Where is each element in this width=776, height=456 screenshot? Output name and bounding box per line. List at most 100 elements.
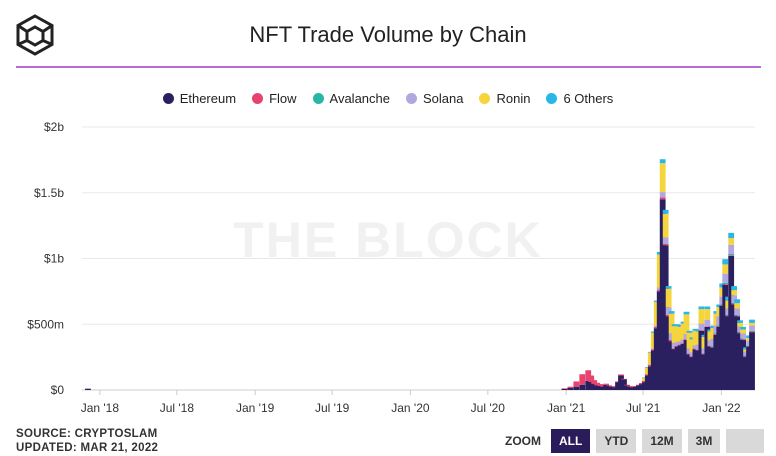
bar-6-others	[686, 330, 693, 333]
bar-ethereum	[668, 341, 675, 390]
bar-flow	[600, 385, 607, 387]
bar-flow	[588, 375, 595, 383]
bar-6-others	[668, 311, 675, 314]
zoom-all-button[interactable]: ALL	[551, 429, 591, 453]
bar-6-others	[656, 251, 663, 255]
x-tick-label: Jan '19	[236, 401, 275, 415]
x-tick-label: Jul '18	[160, 401, 195, 415]
zoom-3m-button[interactable]: 3M	[687, 429, 721, 453]
bar-flow	[638, 383, 645, 385]
zoom-label: ZOOM	[505, 434, 541, 448]
bar-solana	[701, 348, 708, 354]
bar-ethereum	[579, 384, 586, 390]
bar-flow	[635, 384, 642, 386]
bar-6-others	[650, 331, 657, 333]
bar-ethereum	[627, 386, 633, 390]
y-tick-label: $500m	[27, 317, 64, 331]
legend-item-6-others[interactable]: 6 Others	[546, 91, 613, 106]
bar-avalanche	[713, 333, 720, 335]
bar-ethereum	[618, 375, 624, 390]
bar-ethereum	[641, 382, 648, 390]
zoom-ytd-button[interactable]: YTD	[596, 429, 637, 453]
bar-ronin	[644, 367, 651, 375]
bar-ronin	[713, 313, 720, 326]
bar-ethereum	[662, 245, 669, 390]
bar-solana	[746, 340, 752, 346]
bar-solana	[725, 308, 732, 316]
legend-item-avalanche[interactable]: Avalanche	[312, 91, 390, 106]
bar-avalanche	[740, 338, 746, 340]
zoom-extra-button[interactable]	[726, 429, 765, 453]
bar-flow	[609, 386, 615, 387]
bar-solana	[659, 192, 666, 198]
bar-solana	[695, 344, 702, 350]
bar-ethereum	[606, 386, 612, 390]
source-text: SOURCE: CRYPTOSLAM	[16, 428, 158, 440]
bar-flow	[725, 315, 732, 317]
updated-text: UPDATED: MAR 21, 2022	[16, 442, 159, 454]
bar-ethereum	[677, 345, 684, 390]
bar-avalanche	[731, 303, 738, 304]
bar-ethereum	[656, 291, 663, 390]
bar-ethereum	[731, 304, 738, 390]
bar-ronin	[680, 323, 687, 340]
bar-solana	[692, 345, 699, 349]
bar-ethereum	[644, 375, 651, 390]
bar-6-others	[671, 324, 678, 327]
bar-solana	[698, 323, 705, 331]
bar-6-others	[740, 326, 746, 330]
bar-flow	[674, 345, 681, 347]
legend-label: Ronin	[496, 91, 531, 106]
bar-ronin	[707, 331, 714, 341]
bar-ronin	[701, 336, 708, 349]
bar-ethereum	[683, 340, 690, 390]
bar-ethereum	[671, 349, 678, 390]
bar-solana	[734, 308, 741, 316]
bar-ethereum	[695, 350, 702, 390]
bar-flow	[573, 381, 580, 387]
bar-ethereum	[737, 333, 744, 390]
bar-ethereum	[585, 380, 592, 390]
bar-flow	[719, 305, 726, 306]
bar-ronin	[659, 163, 666, 193]
bar-ethereum	[647, 366, 654, 390]
bar-ronin	[710, 328, 717, 339]
chart-source: SOURCE: CRYPTOSLAM UPDATED: MAR 21, 2022	[16, 427, 158, 455]
legend-item-solana[interactable]: Solana	[406, 91, 463, 106]
bar-6-others	[713, 311, 720, 314]
bar-flow	[644, 374, 651, 376]
bar-ethereum	[85, 388, 91, 390]
bar-6-others	[677, 324, 684, 327]
bar-flow	[630, 386, 636, 388]
bar-ronin	[686, 332, 693, 349]
bar-ethereum	[689, 357, 696, 390]
bar-ethereum	[615, 382, 621, 390]
bar-flow	[665, 315, 672, 317]
bar-solana	[677, 341, 684, 345]
legend-item-ethereum[interactable]: Ethereum	[162, 91, 236, 106]
bar-flow	[659, 197, 666, 200]
bar-flow	[698, 330, 705, 331]
bar-ethereum	[740, 340, 746, 390]
bar-avalanche	[710, 346, 717, 348]
x-tick-label: Jul '19	[315, 401, 350, 415]
legend-label: Solana	[423, 91, 464, 106]
bar-ethereum	[624, 385, 630, 390]
legend-item-ronin[interactable]: Ronin	[479, 91, 530, 106]
bar-ethereum	[638, 384, 645, 390]
bar-flow	[677, 344, 684, 346]
bar-flow	[615, 381, 621, 383]
bar-ronin	[662, 213, 669, 238]
zoom-12m-button[interactable]: 12M	[642, 429, 682, 453]
bar-solana	[710, 338, 717, 347]
bar-solana	[740, 333, 746, 339]
bar-ethereum	[609, 386, 615, 390]
legend-item-flow[interactable]: Flow	[252, 91, 297, 106]
bar-flow	[710, 347, 717, 348]
bar-ronin	[719, 287, 726, 297]
bar-ethereum	[719, 305, 726, 390]
bar-ronin	[683, 314, 690, 335]
bar-ronin	[716, 307, 723, 317]
bar-solana	[653, 325, 660, 327]
bar-flow	[722, 284, 729, 285]
